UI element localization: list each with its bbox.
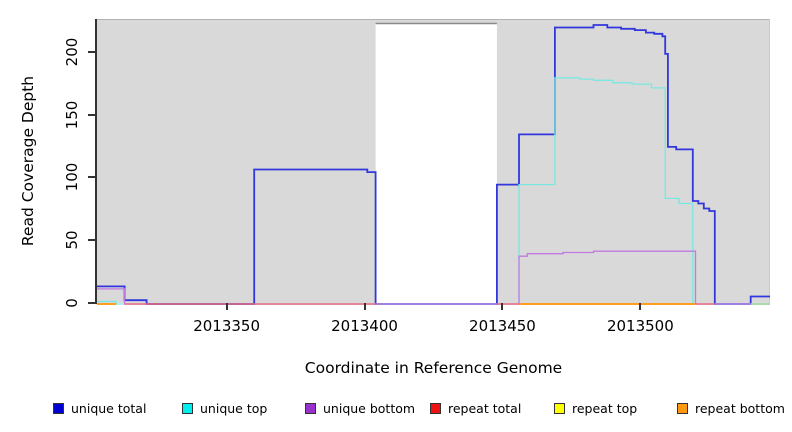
legend-item-unique-bottom: unique bottom (305, 400, 415, 416)
y-tick (88, 302, 95, 304)
no-data-region (375, 23, 497, 305)
legend-swatch-icon (554, 402, 565, 414)
legend-item-unique-total: unique total (53, 400, 146, 416)
y-axis-line (95, 19, 97, 304)
plot-panel (97, 19, 770, 305)
legend-item-repeat-total: repeat total (430, 400, 521, 416)
legend-label: repeat top (572, 400, 638, 416)
y-tick (88, 50, 95, 53)
legend-swatch-icon (430, 402, 441, 414)
x-tick (639, 303, 642, 310)
legend-swatch-icon (305, 402, 316, 414)
x-axis-title: Coordinate in Reference Genome (304, 359, 563, 377)
x-tick (225, 303, 228, 310)
legend-swatch-icon (677, 402, 688, 414)
x-tick (501, 303, 504, 310)
legend-item-unique-top: unique top (182, 400, 267, 416)
legend: unique total unique top unique bottom repea… (0, 398, 792, 422)
y-tick (88, 113, 95, 116)
x-tick-label: 2013500 (606, 317, 674, 335)
legend-item-repeat-top: repeat top (554, 400, 637, 416)
legend-label: unique total (71, 400, 147, 416)
legend-swatch-icon (53, 402, 64, 414)
x-tick-label: 2013450 (469, 317, 536, 335)
y-tick (88, 176, 95, 179)
coverage-series-canvas (97, 22, 770, 305)
legend-label: repeat bottom (695, 400, 785, 416)
series-unique-top (97, 77, 770, 305)
x-tick-label: 2013350 (193, 317, 261, 335)
legend-label: unique top (200, 400, 268, 416)
x-tick-label: 2013400 (331, 317, 398, 335)
series-unique-total (97, 24, 770, 305)
legend-item-repeat-bottom: repeat bottom (677, 400, 785, 416)
legend-label: repeat total (448, 400, 522, 416)
legend-swatch-icon (182, 402, 193, 414)
x-tick (363, 303, 366, 310)
legend-label: unique bottom (323, 400, 416, 416)
y-tick (88, 239, 95, 242)
